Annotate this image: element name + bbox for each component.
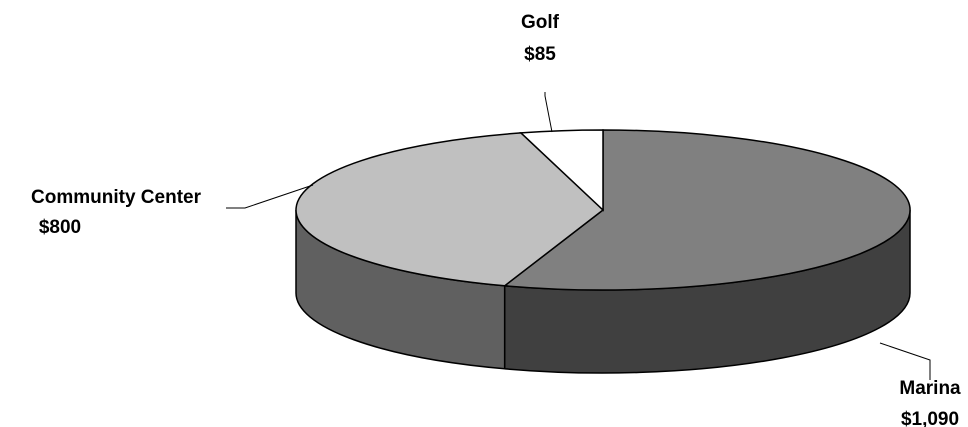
slice-label-golf: Golf: [521, 12, 560, 33]
leader-line-community-center: [226, 184, 314, 209]
slice-value-marina: $1,090: [901, 409, 959, 427]
pie-slice-golf: [519, 129, 604, 212]
leader-line-marina: [879, 342, 931, 380]
leader-lines: [226, 92, 931, 380]
slice-value-community-center: $800: [39, 217, 81, 238]
slice-value-golf: $85: [524, 44, 556, 65]
slice-label-community-center: Community Center: [31, 187, 202, 208]
pie-slice-community-center: [295, 132, 605, 287]
pie-slice-marina: [502, 129, 911, 291]
slice-label-marina: Marina: [899, 378, 961, 399]
pie-tops: [295, 129, 911, 291]
leader-line-golf: [544, 92, 553, 133]
slice-labels: Marina $1,090 Community Center $800 Golf $85: [31, 12, 961, 427]
